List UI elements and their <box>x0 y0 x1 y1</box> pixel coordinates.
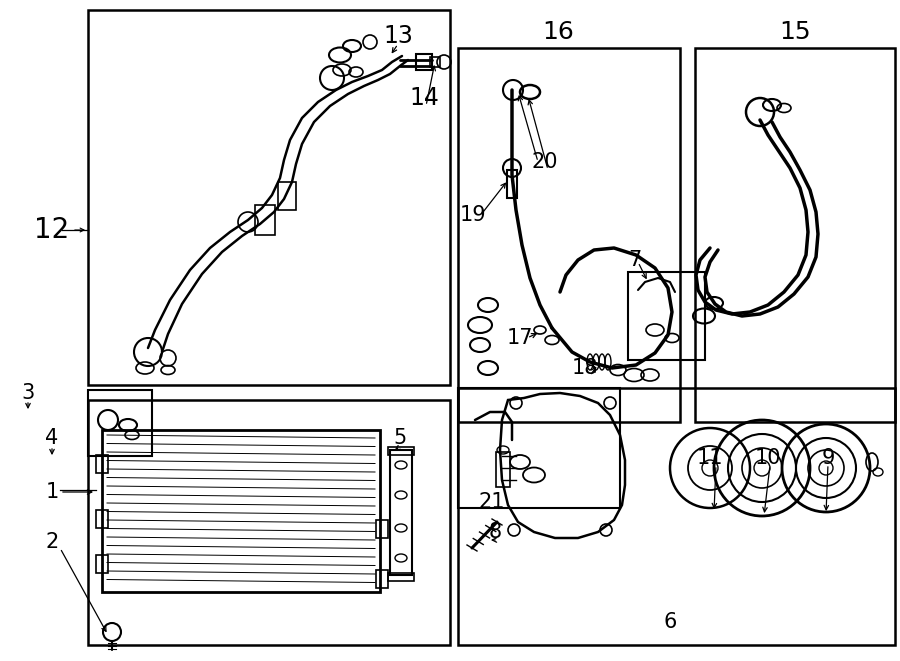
Text: 14: 14 <box>410 86 439 110</box>
Text: 17: 17 <box>507 328 533 348</box>
Bar <box>628 272 705 360</box>
Text: 8: 8 <box>489 522 501 542</box>
Text: 20: 20 <box>532 152 558 172</box>
Text: 2: 2 <box>45 532 58 552</box>
Bar <box>102 430 380 592</box>
Bar <box>496 452 510 487</box>
Text: 15: 15 <box>779 20 811 44</box>
Bar <box>376 520 388 538</box>
Bar <box>388 573 414 581</box>
Text: 21: 21 <box>479 492 505 512</box>
Bar <box>458 388 620 508</box>
Bar <box>96 455 108 473</box>
Text: 5: 5 <box>393 428 407 448</box>
Bar <box>255 205 275 235</box>
Text: 6: 6 <box>663 612 677 632</box>
Bar <box>88 400 450 645</box>
Bar <box>695 48 895 422</box>
Bar <box>458 48 680 422</box>
Bar <box>88 390 152 456</box>
Bar <box>430 57 440 67</box>
Bar <box>376 570 388 588</box>
Text: 11: 11 <box>697 448 724 468</box>
Bar <box>390 450 412 575</box>
Bar <box>458 388 895 645</box>
Text: 18: 18 <box>572 358 598 378</box>
Text: 13: 13 <box>383 24 413 48</box>
Bar <box>507 170 517 198</box>
Bar <box>88 10 450 385</box>
Text: 3: 3 <box>22 383 34 403</box>
Text: 16: 16 <box>542 20 574 44</box>
Text: 1: 1 <box>45 482 58 502</box>
Text: 9: 9 <box>822 448 834 468</box>
Text: 10: 10 <box>755 448 781 468</box>
Text: 12: 12 <box>34 216 69 244</box>
Text: 7: 7 <box>628 250 642 270</box>
Bar <box>96 555 108 573</box>
Bar <box>96 510 108 528</box>
Bar <box>416 54 432 70</box>
Bar <box>388 447 414 455</box>
Text: 19: 19 <box>460 205 486 225</box>
Bar <box>278 182 296 210</box>
Text: 4: 4 <box>45 428 58 448</box>
